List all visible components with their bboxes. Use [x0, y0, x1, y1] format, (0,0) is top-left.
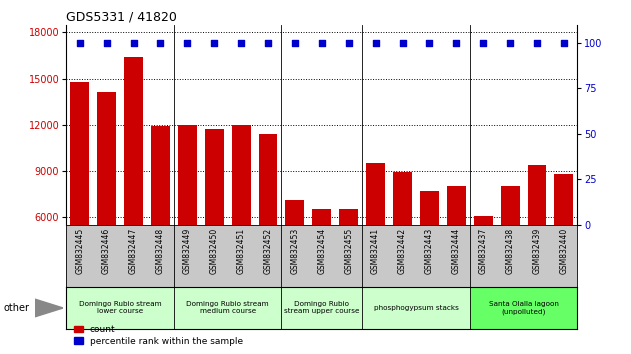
Point	[209, 40, 219, 46]
Text: Domingo Rubio stream
medium course: Domingo Rubio stream medium course	[186, 302, 269, 314]
Bar	[447, 186, 466, 309]
Text: GSM832440: GSM832440	[560, 228, 569, 274]
Point	[370, 40, 380, 46]
Bar	[312, 210, 331, 309]
Bar	[555, 174, 574, 309]
Text: GSM832438: GSM832438	[505, 228, 515, 274]
Text: GSM832452: GSM832452	[264, 228, 273, 274]
Point	[182, 40, 192, 46]
Bar	[362, 287, 469, 329]
Text: GSM832442: GSM832442	[398, 228, 407, 274]
Text: GSM832445: GSM832445	[75, 228, 84, 274]
Text: GSM832448: GSM832448	[156, 228, 165, 274]
Text: Santa Olalla lagoon
(unpolluted): Santa Olalla lagoon (unpolluted)	[488, 301, 558, 315]
Text: GSM832443: GSM832443	[425, 228, 434, 274]
Bar	[178, 125, 197, 309]
Bar	[151, 126, 170, 309]
Point	[102, 40, 112, 46]
Point	[559, 40, 569, 46]
Point	[505, 40, 515, 46]
Text: GSM832444: GSM832444	[452, 228, 461, 274]
Polygon shape	[35, 299, 63, 317]
Point	[290, 40, 300, 46]
Text: Domingo Rubio
stream upper course: Domingo Rubio stream upper course	[284, 302, 360, 314]
Point	[74, 40, 85, 46]
Text: other: other	[3, 303, 29, 313]
Bar	[66, 287, 174, 329]
Text: GSM832455: GSM832455	[345, 228, 353, 274]
Point	[478, 40, 488, 46]
Bar	[528, 165, 546, 309]
Bar	[474, 216, 493, 309]
Bar	[285, 200, 304, 309]
Text: GDS5331 / 41820: GDS5331 / 41820	[66, 11, 177, 24]
Point	[236, 40, 246, 46]
Bar	[281, 287, 362, 329]
Point	[263, 40, 273, 46]
Point	[155, 40, 165, 46]
Text: GSM832446: GSM832446	[102, 228, 111, 274]
Point	[425, 40, 435, 46]
Bar	[469, 287, 577, 329]
Point	[129, 40, 139, 46]
Bar	[97, 92, 116, 309]
Bar	[501, 186, 519, 309]
Bar	[366, 163, 385, 309]
Bar	[232, 125, 251, 309]
Text: GSM832439: GSM832439	[533, 228, 541, 274]
Text: GSM832437: GSM832437	[479, 228, 488, 274]
Text: GSM832441: GSM832441	[371, 228, 380, 274]
Bar	[339, 210, 358, 309]
Bar	[420, 191, 439, 309]
Bar	[205, 130, 223, 309]
Text: GSM832450: GSM832450	[209, 228, 219, 274]
Text: GSM832447: GSM832447	[129, 228, 138, 274]
Point	[317, 40, 327, 46]
Text: GSM832451: GSM832451	[237, 228, 245, 274]
Text: GSM832453: GSM832453	[290, 228, 299, 274]
Legend: count, percentile rank within the sample: count, percentile rank within the sample	[71, 321, 247, 349]
Bar	[174, 287, 281, 329]
Bar	[393, 172, 412, 309]
Point	[451, 40, 461, 46]
Bar	[124, 57, 143, 309]
Text: GSM832454: GSM832454	[317, 228, 326, 274]
Point	[532, 40, 542, 46]
Bar	[70, 82, 89, 309]
Text: GSM832449: GSM832449	[183, 228, 192, 274]
Text: phosphogypsum stacks: phosphogypsum stacks	[374, 305, 458, 311]
Point	[344, 40, 354, 46]
Text: Domingo Rubio stream
lower course: Domingo Rubio stream lower course	[79, 302, 162, 314]
Point	[398, 40, 408, 46]
Bar	[259, 134, 278, 309]
